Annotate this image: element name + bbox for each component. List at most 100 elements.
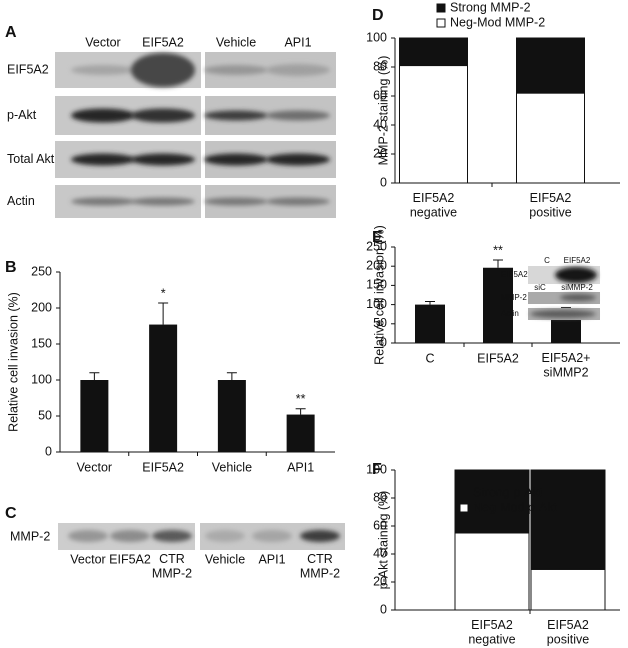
y-tick-label: 100: [366, 297, 387, 311]
y-tick-label: 250: [31, 264, 52, 278]
y-axis-label: Relative cell invasion (%): [6, 292, 20, 432]
inset-label: siC: [534, 283, 546, 292]
y-axis-label: p-Akt staining (%): [376, 491, 390, 590]
panel-label: C: [5, 505, 17, 522]
x-tick-label: EIF5A2 positive: [547, 618, 589, 646]
blot-band: [68, 530, 108, 542]
x-tick-label: EIF5A2 negative: [410, 191, 457, 219]
y-tick-label: 100: [366, 30, 387, 44]
x-tick-label: Vehicle: [212, 460, 252, 474]
y-tick-label: 0: [380, 175, 387, 189]
blot-band: [204, 65, 268, 75]
y-tick-label: 80: [373, 59, 387, 73]
inset-label: EIF5A2: [501, 270, 528, 279]
y-axis-label: Relative cell invasion (%): [372, 225, 386, 365]
bar: [217, 380, 246, 452]
legend-swatch: [436, 18, 446, 28]
legend-swatch: [436, 3, 446, 13]
row-label: Total Akt: [7, 152, 55, 166]
row-label: EIF5A2: [7, 62, 49, 76]
error-bar: [89, 372, 100, 380]
error-bar: [226, 372, 237, 380]
y-tick-label: 150: [366, 278, 387, 292]
x-tick-label: EIF5A2: [477, 351, 519, 365]
bar-segment: [516, 37, 585, 94]
bar-segment: [516, 92, 585, 184]
y-tick-label: 40: [373, 117, 387, 131]
blot-band: [555, 267, 597, 283]
y-tick-label: 80: [373, 490, 387, 504]
y-axis-label: MMP-2 staining (%): [376, 56, 390, 166]
blot-band: [152, 530, 192, 542]
y-tick-label: 200: [366, 258, 387, 272]
row-label: MMP-2: [10, 529, 50, 543]
bar: [483, 267, 513, 343]
blot-band: [266, 110, 330, 121]
lane-label: CTR MMP-2: [152, 552, 192, 580]
bar-segment: [454, 532, 530, 611]
legend-swatch: [459, 488, 469, 498]
x-tick-label: API1: [287, 460, 314, 474]
blot-band: [205, 530, 245, 542]
panel-label: E: [372, 229, 383, 246]
legend-label: Strong p-Akt: [473, 485, 543, 499]
panel-label: A: [5, 24, 17, 41]
bar: [80, 380, 109, 452]
blot-band: [204, 153, 268, 166]
blot-band: [204, 197, 268, 206]
legend-swatch: [459, 503, 469, 513]
x-tick-label: EIF5A2: [142, 460, 184, 474]
blot-band: [266, 64, 330, 76]
blot-band: [71, 108, 135, 123]
blot-band: [71, 65, 135, 75]
significance-mark: **: [296, 392, 306, 406]
lane-label: EIF5A2: [142, 35, 184, 49]
bar-segment: [399, 37, 468, 67]
lane-label: API1: [258, 552, 285, 566]
bar-segment: [399, 65, 468, 184]
x-tick-label: C: [425, 351, 434, 365]
y-tick-label: 50: [38, 408, 52, 422]
y-tick-label: 100: [366, 462, 387, 476]
row-label: Actin: [7, 194, 35, 208]
y-tick-label: 0: [380, 602, 387, 616]
bar: [149, 324, 178, 452]
blot-band: [252, 530, 292, 542]
legend-label: Neg-Mod MMP-2: [450, 15, 545, 29]
inset-label: C: [544, 256, 550, 265]
y-tick-label: 40: [373, 546, 387, 560]
error-bar: [425, 301, 435, 305]
lane-label: CTR MMP-2: [300, 552, 340, 580]
y-tick-label: 200: [31, 300, 52, 314]
inset-label: MMP-2: [501, 293, 527, 302]
y-tick-label: 150: [31, 336, 52, 350]
blot-band: [530, 310, 596, 318]
legend-label: Strong MMP-2: [450, 0, 531, 14]
blot-band: [300, 530, 340, 542]
x-tick-label: EIF5A2 negative: [468, 618, 515, 646]
error-bar: [295, 408, 306, 415]
row-label: p-Akt: [7, 108, 37, 122]
bar-segment: [530, 469, 606, 570]
y-tick-label: 0: [45, 444, 52, 458]
y-tick-label: 100: [31, 372, 52, 386]
lane-label: Vector: [70, 552, 105, 566]
panel-label: D: [372, 7, 384, 24]
error-bar: [493, 259, 503, 268]
y-tick-label: 0: [380, 335, 387, 349]
blot-band: [131, 197, 195, 206]
x-tick-label: Vector: [77, 460, 112, 474]
lane-label: EIF5A2: [109, 552, 151, 566]
bar-segment: [530, 568, 606, 611]
y-tick-label: 250: [366, 239, 387, 253]
inset-label: EIF5A2: [564, 256, 591, 265]
blot-band: [110, 530, 150, 542]
y-tick-label: 20: [373, 574, 387, 588]
blot-band: [560, 294, 596, 301]
blot-band: [131, 53, 195, 87]
panel-label: F: [372, 461, 382, 478]
y-tick-label: 50: [373, 316, 387, 330]
panel-label: B: [5, 259, 17, 276]
y-tick-label: 60: [373, 88, 387, 102]
